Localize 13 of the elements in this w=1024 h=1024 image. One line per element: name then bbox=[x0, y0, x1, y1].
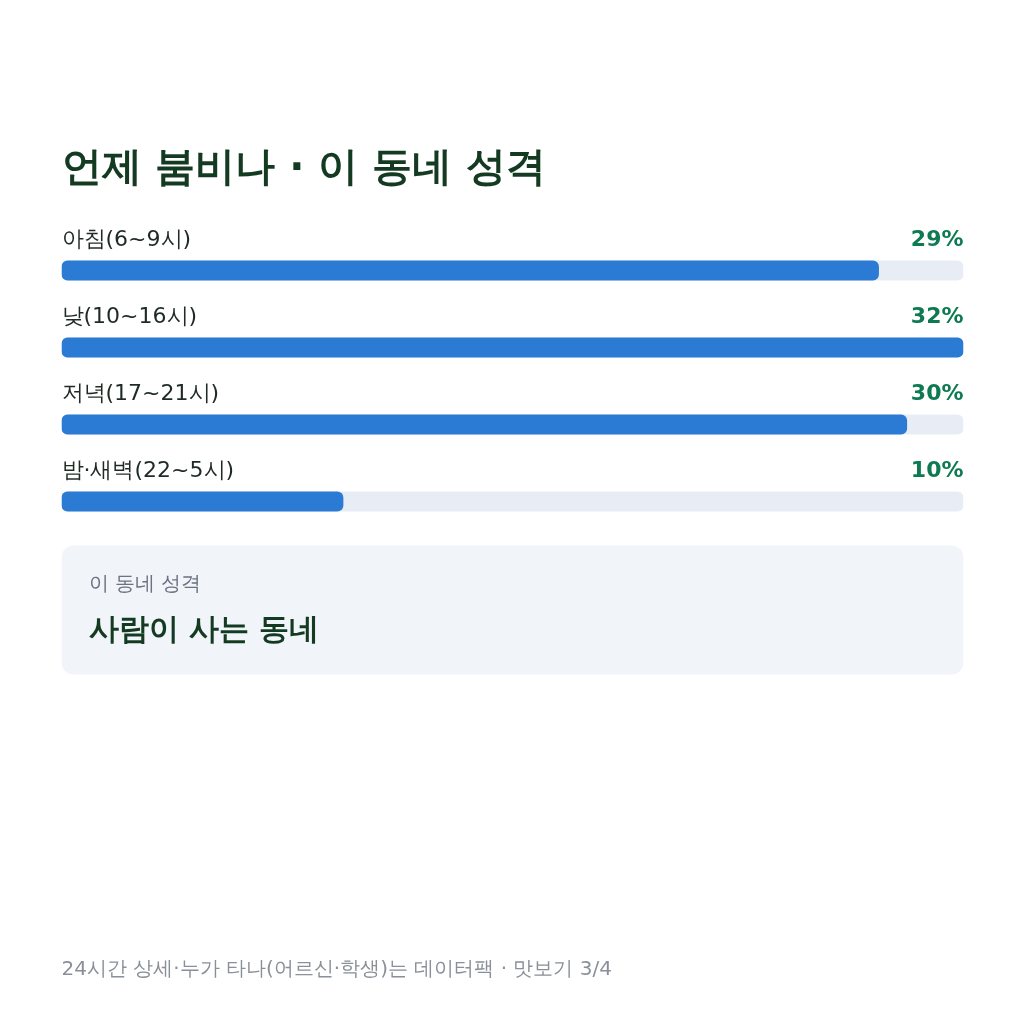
y-tick-label: 밤·새벽(22~5시) bbox=[61, 457, 235, 482]
chart-title: 언제 붐비나 · 이 동네 성격 bbox=[61, 142, 547, 189]
y-tick-label: 아침(6~9시) bbox=[61, 226, 192, 251]
data-label: 29% bbox=[910, 226, 964, 251]
y-tick-label: 낮(10~16시) bbox=[61, 303, 198, 328]
data-label: 32% bbox=[910, 303, 964, 328]
text: 이 동네 성격 bbox=[88, 570, 202, 595]
data-label: 30% bbox=[910, 380, 964, 405]
y-tick-label: 저녁(17~21시) bbox=[61, 380, 220, 405]
text: 24시간 상세·누가 타나(어르신·학생)는 데이터팩 · 맛보기 3/4 bbox=[61, 955, 612, 980]
bar bbox=[61, 491, 344, 512]
text: 사람이 사는 동네 bbox=[88, 611, 320, 646]
data-label: 10% bbox=[910, 457, 964, 482]
